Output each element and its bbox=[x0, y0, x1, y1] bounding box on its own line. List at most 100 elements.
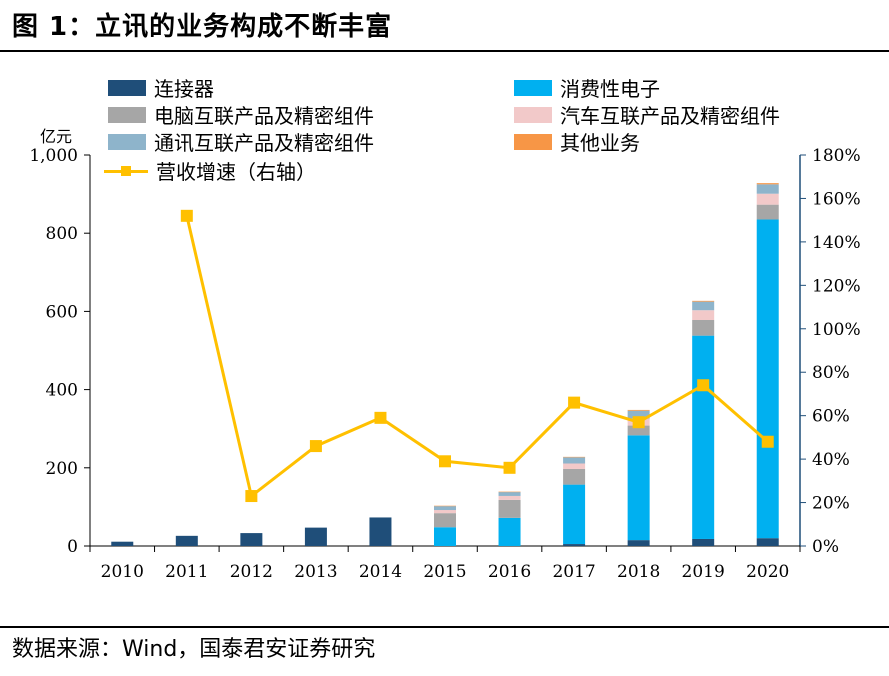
y-left-tick-label: 400 bbox=[46, 381, 78, 401]
legend-swatch-other bbox=[514, 133, 552, 150]
legend-swatch-connector bbox=[108, 79, 146, 96]
growth-point bbox=[374, 411, 387, 424]
legend-label-comm: 通讯互联产品及精密组件 bbox=[154, 131, 374, 155]
bar-segment bbox=[692, 335, 715, 539]
bar-segment bbox=[627, 409, 650, 411]
bar-segment bbox=[692, 320, 715, 336]
legend-item-connector: 连接器 bbox=[108, 73, 214, 102]
bar-segment bbox=[627, 425, 650, 436]
bar-segment bbox=[627, 435, 650, 541]
bar-segment bbox=[756, 538, 779, 546]
x-tick-label: 2013 bbox=[294, 562, 337, 582]
growth-point bbox=[632, 416, 645, 429]
bar-segment bbox=[692, 301, 715, 311]
y-left-tick-label: 800 bbox=[46, 224, 78, 244]
x-tick-label: 2010 bbox=[101, 562, 144, 582]
x-tick-label: 2014 bbox=[359, 562, 402, 582]
y-right-tick-label: 80% bbox=[812, 363, 850, 383]
title-rule bbox=[0, 50, 889, 52]
bar-segment bbox=[692, 300, 715, 302]
bar-segment bbox=[498, 517, 521, 546]
y-right-tick-label: 100% bbox=[812, 320, 861, 340]
bar-segment bbox=[692, 310, 715, 321]
legend-swatch-auto bbox=[514, 106, 552, 123]
legend-swatch-consumer bbox=[514, 79, 552, 96]
bar-segment bbox=[756, 184, 779, 194]
growth-point bbox=[503, 461, 516, 474]
bar-segment bbox=[563, 484, 586, 545]
legend-item-auto: 汽车互联产品及精密组件 bbox=[514, 100, 780, 129]
x-tick-label: 2012 bbox=[230, 562, 273, 582]
source-rule bbox=[0, 626, 889, 628]
y-left-tick-label: 200 bbox=[46, 459, 78, 479]
y-right-tick-label: 0% bbox=[812, 537, 839, 557]
x-tick-label: 2018 bbox=[617, 562, 660, 582]
growth-point bbox=[180, 209, 193, 222]
axes: 0 200 400 600 800 1,000 0% 20% 40% 60% 80% 100% 120%… bbox=[29, 146, 860, 582]
bar-segment bbox=[692, 538, 715, 546]
bar-segment bbox=[434, 506, 456, 511]
bar-segment bbox=[434, 505, 456, 507]
bar-segment bbox=[498, 499, 521, 518]
legend-item-comm: 通讯互联产品及精密组件 bbox=[108, 127, 374, 156]
legend-label-connector: 连接器 bbox=[154, 77, 214, 101]
bar-segment bbox=[498, 491, 521, 493]
bar-segment bbox=[756, 193, 779, 205]
legend-label-pc: 电脑互联产品及精密组件 bbox=[154, 104, 374, 128]
bar-segment bbox=[369, 517, 392, 546]
bar-segment bbox=[498, 492, 521, 496]
legend-item-pc: 电脑互联产品及精密组件 bbox=[108, 100, 374, 129]
bars bbox=[111, 183, 779, 546]
growth-point bbox=[568, 396, 581, 409]
bar-segment bbox=[627, 410, 650, 419]
source-note: 数据来源：Wind，国泰君安证券研究 bbox=[12, 637, 376, 662]
y-axis-left-unit: 亿元 bbox=[40, 127, 73, 146]
growth-point bbox=[309, 440, 322, 453]
bar-segment bbox=[563, 544, 586, 546]
bar-segment bbox=[434, 510, 456, 514]
legend-swatch-pc bbox=[108, 106, 146, 123]
x-tick-label: 2019 bbox=[682, 562, 725, 582]
growth-point bbox=[245, 490, 258, 503]
growth-point bbox=[697, 379, 710, 392]
legend-label-auto: 汽车互联产品及精密组件 bbox=[560, 104, 780, 128]
chart-canvas: 0 200 400 600 800 1,000 0% 20% 40% 60% 80% 100% 120%… bbox=[29, 146, 860, 582]
bar-segment bbox=[111, 541, 134, 546]
bar-segment bbox=[240, 533, 263, 546]
bar-segment bbox=[756, 204, 779, 220]
legend-swatch-comm bbox=[108, 133, 146, 150]
x-tick-label: 2015 bbox=[423, 562, 466, 582]
bar-segment bbox=[756, 219, 779, 539]
x-tick-label: 2017 bbox=[552, 562, 595, 582]
growth-line-path bbox=[185, 215, 769, 499]
bar-segment bbox=[498, 495, 521, 500]
bar-segment bbox=[175, 535, 198, 546]
growth-point bbox=[761, 435, 774, 448]
y-left-tick-label: 600 bbox=[46, 302, 78, 322]
legend-label-other: 其他业务 bbox=[560, 131, 640, 155]
growth-point bbox=[439, 455, 451, 468]
bar-segment bbox=[434, 527, 456, 546]
x-tick-label: 2016 bbox=[488, 562, 531, 582]
y-right-tick-label: 160% bbox=[812, 189, 861, 209]
y-right-tick-label: 140% bbox=[812, 233, 861, 253]
y-right-tick-label: 40% bbox=[812, 450, 850, 470]
x-tick-label: 2020 bbox=[746, 562, 789, 582]
bar-segment bbox=[563, 457, 586, 464]
y-right-tick-label: 20% bbox=[812, 494, 850, 514]
legend-label-growth: 营收增速（右轴） bbox=[156, 160, 316, 184]
bar-segment bbox=[756, 183, 779, 185]
bar-segment bbox=[563, 456, 586, 458]
legend-label-consumer: 消费性电子 bbox=[560, 77, 660, 101]
bar-segment bbox=[304, 527, 327, 546]
x-tick-label: 2011 bbox=[165, 562, 208, 582]
legend-marker-growth bbox=[104, 163, 148, 179]
bar-segment bbox=[563, 468, 586, 485]
bar-segment bbox=[627, 540, 650, 546]
y-left-tick-label: 1,000 bbox=[29, 146, 78, 166]
y-right-tick-label: 60% bbox=[812, 407, 850, 427]
y-left-tick-label: 0 bbox=[67, 537, 78, 557]
legend-item-consumer: 消费性电子 bbox=[514, 73, 660, 102]
growth-line bbox=[180, 209, 774, 503]
y-right-tick-label: 180% bbox=[812, 146, 861, 166]
